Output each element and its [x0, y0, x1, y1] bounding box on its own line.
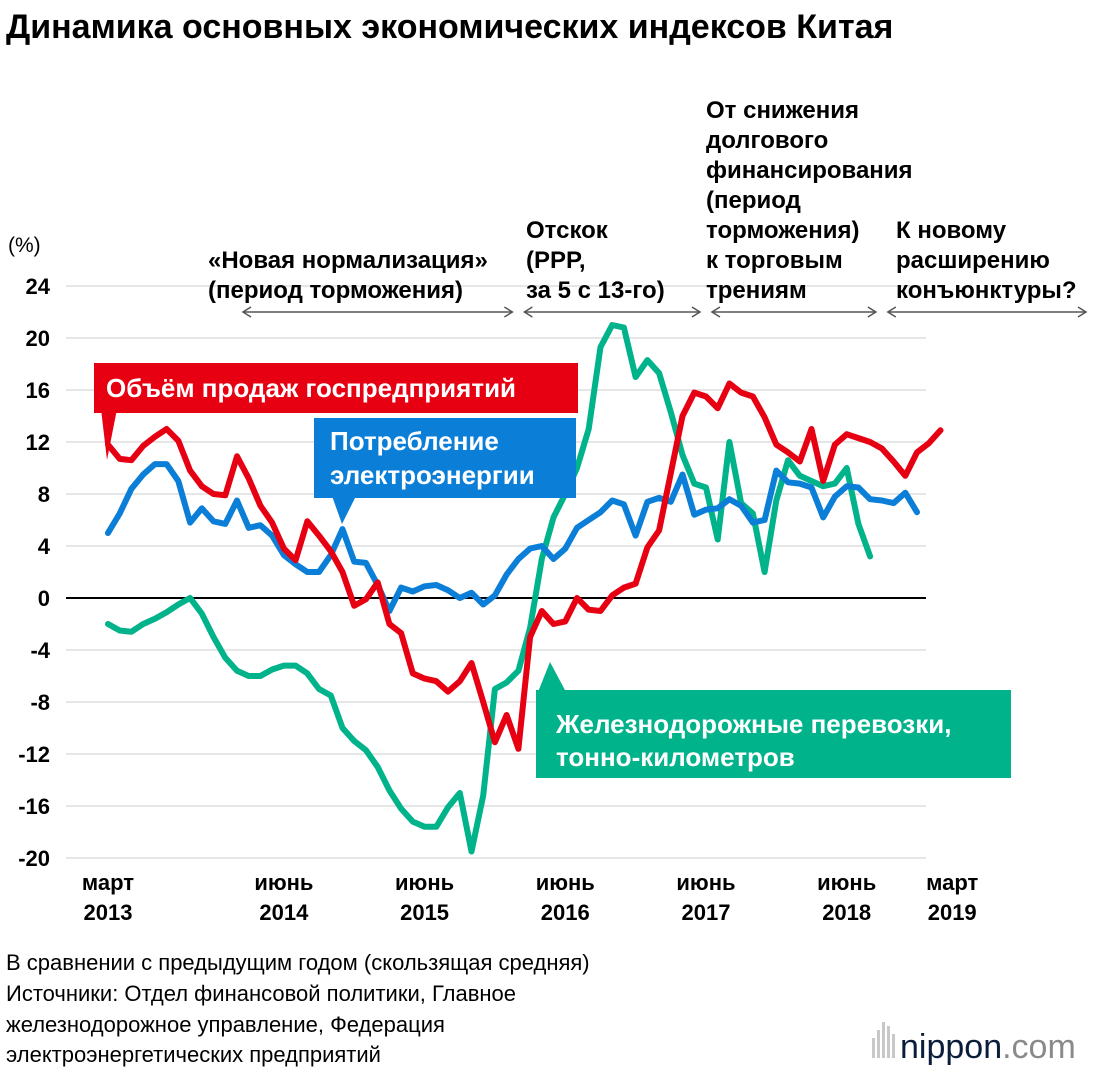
x-tick-year: 2015: [400, 900, 449, 925]
y-tick-label: -20: [18, 846, 50, 871]
y-tick-label: 16: [26, 378, 50, 403]
period-4-text: расширению: [896, 247, 1050, 274]
label-soe-box: [94, 363, 578, 413]
y-tick-label: 4: [38, 534, 51, 559]
period-3-text: От снижения: [706, 97, 859, 124]
chart-title: Динамика основных экономических индексов…: [6, 8, 893, 46]
y-tick-label: 8: [38, 482, 50, 507]
x-tick-label: март: [926, 870, 978, 895]
label-rail-line2: тонно-километров: [556, 742, 795, 772]
y-tick-label: -16: [18, 794, 50, 819]
note-line-4: электроэнергетических предприятий: [6, 1042, 381, 1067]
nippon-logo: nippon.com: [872, 1022, 1076, 1066]
period-2: Отскок (PPP, за 5 с 13-го): [522, 217, 702, 318]
y-tick-label: -4: [30, 638, 50, 663]
x-tick-year: 2018: [822, 900, 871, 925]
x-tick-year: 2016: [541, 900, 590, 925]
series-line-soe: [105, 380, 944, 752]
nippon-logo-text: nippon.com: [900, 1028, 1076, 1066]
x-tick-labels: март 2013 июнь 2014 июнь 2015 июнь 2016 июнь 2017…: [82, 870, 979, 925]
period-annotations: «Новая нормализация»(период торможения)О…: [208, 97, 1088, 318]
label-soe: Объём продаж госпредприятий: [94, 363, 578, 460]
note-line-3: железнодорожное управление, Федерация: [6, 1012, 445, 1037]
label-soe-text: Объём продаж госпредприятий: [106, 373, 516, 403]
y-tick-label: 20: [26, 326, 50, 351]
label-power-line2: электроэнергии: [330, 460, 535, 490]
nippon-logo-name: nippon: [900, 1028, 1002, 1066]
x-tick-label: июнь: [676, 870, 735, 895]
period-3-text: торможения): [706, 217, 860, 244]
label-power: Потребление электроэнергии: [314, 418, 576, 524]
period-4-arrow-left: [886, 306, 897, 318]
period-3-text: (период: [706, 187, 801, 214]
period-1-arrow-right: [503, 306, 514, 318]
label-power-box: [314, 418, 576, 498]
period-3-arrow-right: [867, 306, 878, 318]
period-2-text: за 5 с 13-го): [526, 277, 665, 304]
period-1-arrow-left: [241, 306, 252, 318]
period-4-arrow-right: [1077, 306, 1088, 318]
period-3-text: трениям: [706, 277, 807, 304]
period-3-text: финансирования: [706, 157, 913, 184]
period-1: «Новая нормализация» (период торможения): [208, 247, 514, 318]
x-tick-year: 2014: [259, 900, 309, 925]
period-4-text: К новому: [896, 217, 1007, 244]
period-1-text: (период торможения): [208, 277, 463, 304]
x-tick-year: 2013: [84, 900, 133, 925]
y-tick-label: -8: [30, 690, 50, 715]
label-power-line1: Потребление: [330, 426, 499, 456]
label-rail-pointer: [538, 662, 566, 692]
y-axis-label: (%): [8, 234, 41, 257]
nippon-logo-mark: [872, 1022, 895, 1058]
period-2-arrow-right: [691, 306, 702, 318]
y-tick-label: 12: [26, 430, 50, 455]
y-tick-label: 24: [26, 274, 51, 299]
label-rail: Железнодорожные перевозки, тонно-километ…: [536, 662, 1011, 778]
period-3-arrow-left: [710, 306, 721, 318]
period-3: От снижения долгового финансирования (перио…: [706, 97, 913, 318]
period-3-text: долгового: [706, 127, 828, 154]
x-tick-label: июнь: [395, 870, 454, 895]
series-line-power: [105, 461, 920, 614]
x-tick-label: июнь: [254, 870, 313, 895]
y-tick-labels: 24 20 16 12 8 4 0 -4 -8 -12 -16 -20: [18, 274, 51, 871]
x-tick-year: 2019: [928, 900, 977, 925]
label-rail-box: [536, 690, 1011, 778]
series-lines: [105, 322, 944, 855]
period-4: К новому расширению конъюнктуры?: [886, 217, 1088, 318]
label-power-pointer: [332, 496, 356, 524]
period-2-arrow-left: [522, 306, 533, 318]
period-2-text: (PPP,: [526, 247, 586, 274]
period-4-text: конъюнктуры?: [896, 277, 1077, 304]
y-tick-label: -12: [18, 742, 50, 767]
x-tick-year: 2017: [681, 900, 730, 925]
y-tick-label: 0: [38, 586, 50, 611]
nippon-logo-suffix: .com: [1002, 1028, 1076, 1066]
x-tick-label: март: [82, 870, 134, 895]
label-rail-line1: Железнодорожные перевозки,: [555, 709, 951, 739]
period-2-text: Отскок: [526, 217, 609, 244]
label-soe-pointer: [101, 409, 117, 460]
note-line-1: В сравнении с предыдущим годом (скользящ…: [6, 950, 590, 975]
period-1-text: «Новая нормализация»: [208, 247, 488, 274]
note-line-2: Источники: Отдел финансовой политики, Гл…: [6, 981, 516, 1006]
x-tick-label: июнь: [817, 870, 876, 895]
x-tick-label: июнь: [536, 870, 595, 895]
period-3-text: к торговым: [706, 247, 843, 274]
